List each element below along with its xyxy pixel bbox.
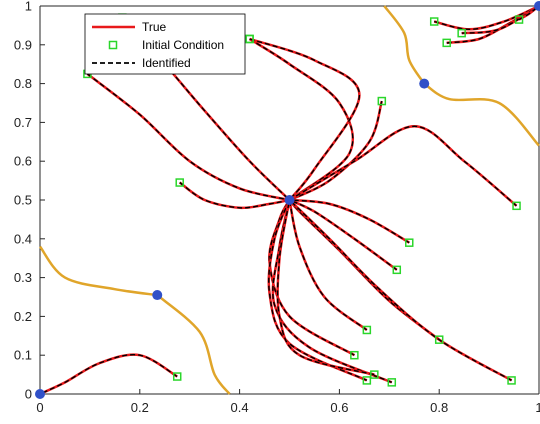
y-tick-label: 0.8 — [14, 76, 32, 91]
fixed-point-marker — [152, 290, 163, 301]
trajectory-layer — [39, 4, 540, 396]
true-trajectory — [276, 199, 375, 376]
x-tick-label: 0.2 — [131, 400, 149, 415]
manifold-layer — [38, 5, 540, 395]
identified-trajectory — [289, 125, 517, 207]
identified-trajectory — [249, 38, 361, 201]
initial-condition-marker — [377, 96, 387, 106]
x-tick-label: 0.4 — [231, 400, 249, 415]
true-trajectory — [249, 37, 361, 201]
identified-trajectory — [289, 100, 383, 201]
initial-condition-marker — [245, 34, 254, 44]
identified-trajectory — [518, 5, 540, 21]
legend: True Initial Condition Identified — [84, 13, 246, 75]
identified-trajectory — [446, 5, 540, 44]
fixed-point-marker — [35, 389, 45, 399]
manifold-curve — [423, 82, 540, 147]
y-tick-label: 0.1 — [14, 348, 32, 363]
x-tick-label: 0 — [36, 400, 43, 415]
y-tick-label: 0.2 — [14, 309, 32, 324]
y-tick-label: 0.7 — [14, 115, 32, 130]
y-tick-label: 0.6 — [14, 154, 32, 169]
x-tick-label: 0.8 — [430, 400, 448, 415]
legend-label-true: True — [142, 20, 167, 34]
identified-trajectory — [289, 199, 410, 244]
identified-trajectory — [39, 353, 178, 395]
legend-initial-swatch — [108, 40, 118, 50]
y-tick-label: 0.5 — [14, 193, 32, 208]
true-trajectory — [271, 199, 393, 384]
true-trajectory — [288, 198, 398, 271]
y-tick-label: 0 — [25, 387, 32, 402]
plot-frame — [39, 5, 540, 395]
fixed-point-marker — [419, 78, 430, 89]
initial-condition-marker — [514, 15, 524, 24]
y-tick-label: 0.3 — [14, 270, 32, 285]
initial-condition-marker — [175, 178, 184, 187]
legend-label-identified: Identified — [142, 56, 191, 70]
y-tick-label: 0.9 — [14, 37, 32, 52]
fixed-point-marker — [534, 1, 540, 11]
initial-condition-marker — [362, 376, 372, 385]
initial-condition-marker — [429, 17, 439, 26]
identified-trajectory — [272, 199, 393, 384]
legend-box — [84, 13, 246, 75]
true-trajectory — [288, 125, 518, 207]
initial-condition-marker — [172, 372, 182, 381]
y-tick-label: 1 — [25, 0, 32, 14]
identified-trajectory — [268, 199, 355, 356]
initial-condition-marker — [434, 335, 444, 344]
identified-trajectory — [288, 199, 368, 331]
identified-trajectory — [276, 199, 375, 376]
y-tick-label: 0.4 — [14, 231, 32, 246]
identified-trajectory — [86, 73, 290, 201]
x-tick-label: 0.6 — [330, 400, 348, 415]
x-tick-label: 1 — [535, 400, 540, 415]
manifold-curve — [383, 5, 426, 85]
manifold-curve — [38, 245, 158, 297]
identified-trajectory — [179, 181, 290, 209]
true-trajectory — [433, 4, 540, 31]
initial-condition-marker — [512, 201, 521, 211]
initial-condition-marker — [442, 38, 451, 48]
initial-condition-marker — [405, 238, 414, 247]
initial-condition-marker — [392, 265, 402, 275]
initial-condition-marker — [507, 376, 516, 385]
identified-trajectory — [289, 199, 512, 382]
initial-condition-marker — [457, 28, 466, 38]
initial-condition-marker — [387, 378, 397, 387]
initial-condition-marker — [362, 325, 372, 335]
manifold-curve — [156, 294, 231, 395]
legend-label-initial-condition: Initial Condition — [142, 38, 224, 52]
fixed-point-marker — [284, 195, 295, 205]
identified-trajectory — [249, 38, 354, 201]
initial-condition-marker — [350, 350, 359, 360]
identified-trajectory — [268, 199, 368, 382]
initial-condition-marker — [370, 370, 379, 379]
tick-labels: 0 0.2 0.4 0.6 0.8 1 0 0.1 0.2 0.3 0.4 0.5 0.6 0.7 0.8 0… — [14, 0, 540, 415]
